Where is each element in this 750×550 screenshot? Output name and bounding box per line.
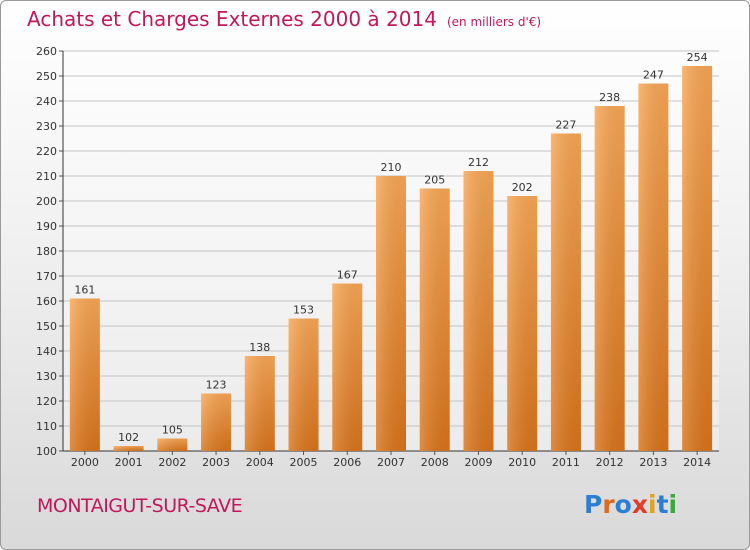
bar-value-label: 102 <box>118 431 139 444</box>
bar-value-label: 205 <box>424 174 445 187</box>
bar-shade <box>507 196 538 451</box>
y-tick-label: 160 <box>36 295 57 308</box>
y-tick-label: 220 <box>36 145 57 158</box>
bar-value-label: 202 <box>512 181 533 194</box>
bar-value-label: 105 <box>162 424 183 437</box>
logo-letter: i <box>668 490 678 519</box>
x-tick-label: 2003 <box>202 456 230 469</box>
bar-shade <box>69 298 100 451</box>
bar-value-label: 161 <box>74 284 95 297</box>
bar-value-label: 227 <box>555 119 576 132</box>
y-tick-label: 230 <box>36 120 57 133</box>
logo-letter: P <box>584 490 603 519</box>
bar-shade <box>682 66 713 451</box>
y-tick-label: 120 <box>36 395 57 408</box>
bar-value-label: 210 <box>381 161 402 174</box>
x-tick-label: 2011 <box>552 456 580 469</box>
x-tick-label: 2014 <box>683 456 711 469</box>
bar-shade <box>594 106 625 451</box>
logo-letter: i <box>648 490 657 519</box>
bar-shade <box>113 446 144 451</box>
x-tick-label: 2001 <box>115 456 143 469</box>
y-tick-label: 130 <box>36 370 57 383</box>
commune-name: MONTAIGUT-SUR-SAVE <box>37 495 243 517</box>
bar-shade <box>288 318 319 451</box>
x-tick-label: 2013 <box>639 456 667 469</box>
chart-title-main: Achats et Charges Externes 2000 à 2014 <box>27 7 437 31</box>
logo-letter: r <box>602 490 615 519</box>
x-tick-label: 2005 <box>290 456 318 469</box>
y-tick-label: 180 <box>36 245 57 258</box>
x-tick-label: 2004 <box>246 456 274 469</box>
x-tick-label: 2006 <box>333 456 361 469</box>
y-tick-label: 100 <box>36 445 57 458</box>
x-tick-label: 2009 <box>464 456 492 469</box>
bar-value-label: 238 <box>599 91 620 104</box>
bar-shade <box>332 283 363 451</box>
x-tick-label: 2012 <box>596 456 624 469</box>
bar-shade <box>419 188 450 451</box>
bar-shade <box>376 176 406 451</box>
y-tick-label: 140 <box>36 345 57 358</box>
y-tick-label: 150 <box>36 320 57 333</box>
y-tick-label: 170 <box>36 270 57 283</box>
bar-value-label: 123 <box>206 379 227 392</box>
bar-shade <box>201 393 232 451</box>
y-tick-label: 200 <box>36 195 57 208</box>
bar-value-label: 138 <box>249 341 270 354</box>
y-tick-label: 250 <box>36 70 57 83</box>
logo-letter: o <box>614 490 632 519</box>
bar-value-label: 247 <box>643 69 664 82</box>
y-tick-label: 210 <box>36 170 57 183</box>
bar-value-label: 212 <box>468 156 489 169</box>
bar-shade <box>463 171 494 451</box>
x-tick-label: 2002 <box>158 456 186 469</box>
x-tick-label: 2007 <box>377 456 405 469</box>
x-tick-label: 2008 <box>421 456 449 469</box>
bar-shade <box>550 133 581 451</box>
bar-shade <box>244 356 275 451</box>
bar-shade <box>157 438 188 451</box>
bar-value-label: 254 <box>687 51 708 64</box>
proxiti-logo[interactable]: Proxiti <box>584 490 677 519</box>
bar-value-label: 167 <box>337 269 358 282</box>
y-tick-label: 260 <box>36 45 57 58</box>
bar-value-label: 153 <box>293 304 314 317</box>
chart-title: Achats et Charges Externes 2000 à 2014 (e… <box>27 7 541 31</box>
logo-letter: x <box>631 490 648 519</box>
logo-letter: t <box>656 490 669 519</box>
chart-title-unit: (en milliers d'€) <box>446 15 542 29</box>
y-tick-label: 240 <box>36 95 57 108</box>
bar-shade <box>638 83 669 451</box>
y-tick-label: 110 <box>36 420 57 433</box>
x-tick-label: 2000 <box>71 456 99 469</box>
x-tick-label: 2010 <box>508 456 536 469</box>
y-tick-label: 190 <box>36 220 57 233</box>
